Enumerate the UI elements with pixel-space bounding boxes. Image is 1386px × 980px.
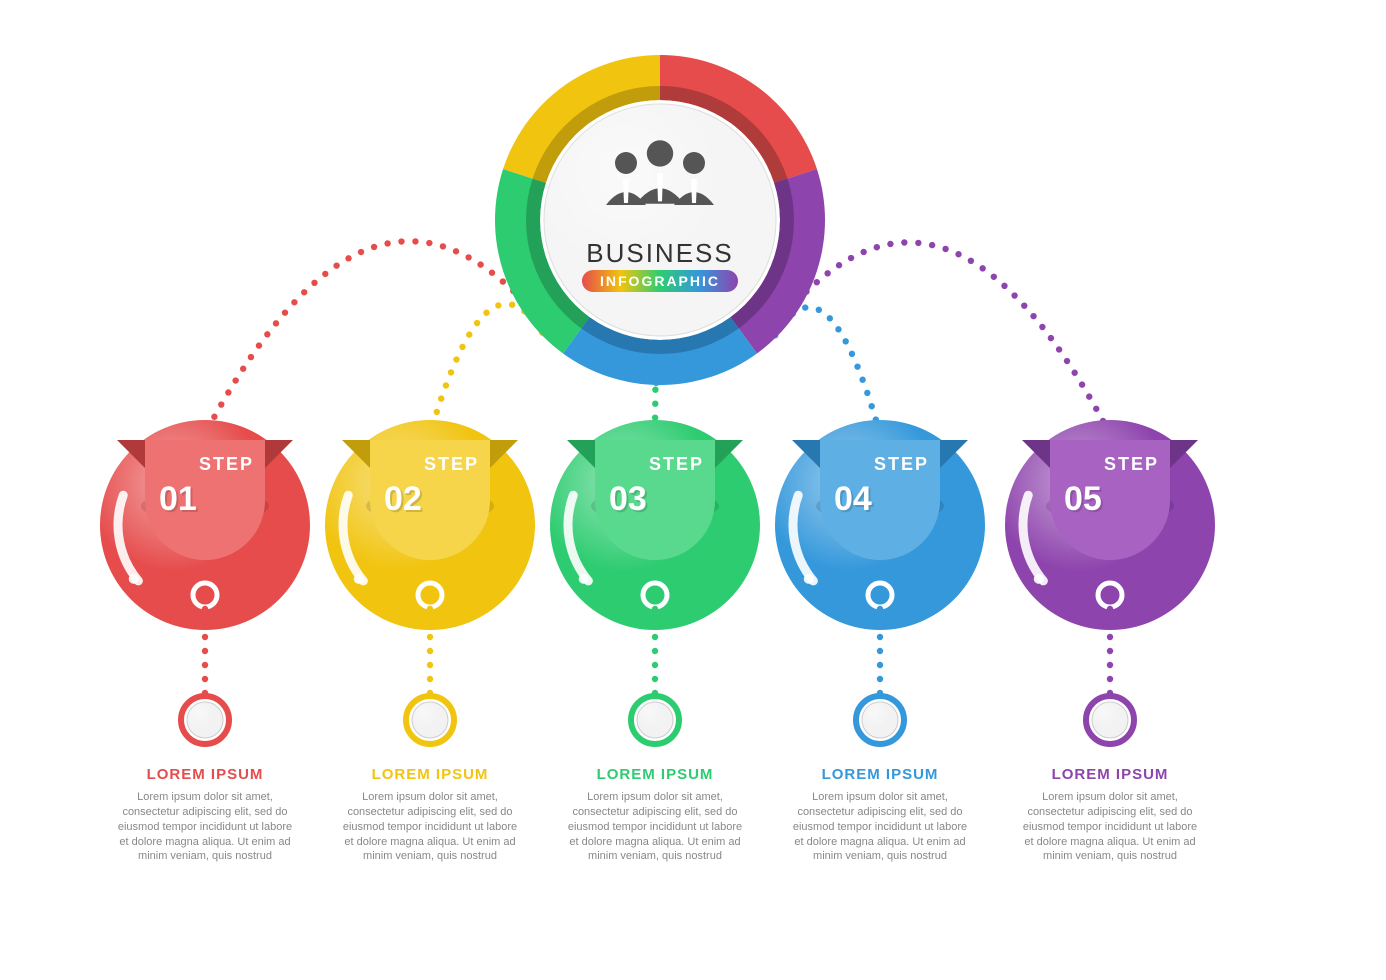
infographic-canvas: BUSINESSINFOGRAPHICSTEP01LOREM IPSUMLore… [0, 0, 1386, 980]
step-number: 03 [609, 480, 647, 519]
step-label: STEP [1104, 454, 1159, 475]
column-body: Lorem ipsum dolor sit amet, consectetur … [115, 790, 295, 864]
column-title: LOREM IPSUM [790, 766, 970, 783]
step-number: 01 [159, 480, 197, 519]
step-number: 04 [834, 480, 872, 519]
step-label: STEP [649, 454, 704, 475]
column-body: Lorem ipsum dolor sit amet, consectetur … [1020, 790, 1200, 864]
hub-subtitle-pill: INFOGRAPHIC [582, 270, 738, 292]
step-label: STEP [424, 454, 479, 475]
column-body: Lorem ipsum dolor sit amet, consectetur … [790, 790, 970, 864]
hub-title: BUSINESS [586, 238, 734, 269]
column-body: Lorem ipsum dolor sit amet, consectetur … [340, 790, 520, 864]
column-body: Lorem ipsum dolor sit amet, consectetur … [565, 790, 745, 864]
step-label: STEP [874, 454, 929, 475]
column-title: LOREM IPSUM [1020, 766, 1200, 783]
step-number: 05 [1064, 480, 1102, 519]
step-number: 02 [384, 480, 422, 519]
column-title: LOREM IPSUM [340, 766, 520, 783]
step-label: STEP [199, 454, 254, 475]
column-title: LOREM IPSUM [565, 766, 745, 783]
column-title: LOREM IPSUM [115, 766, 295, 783]
